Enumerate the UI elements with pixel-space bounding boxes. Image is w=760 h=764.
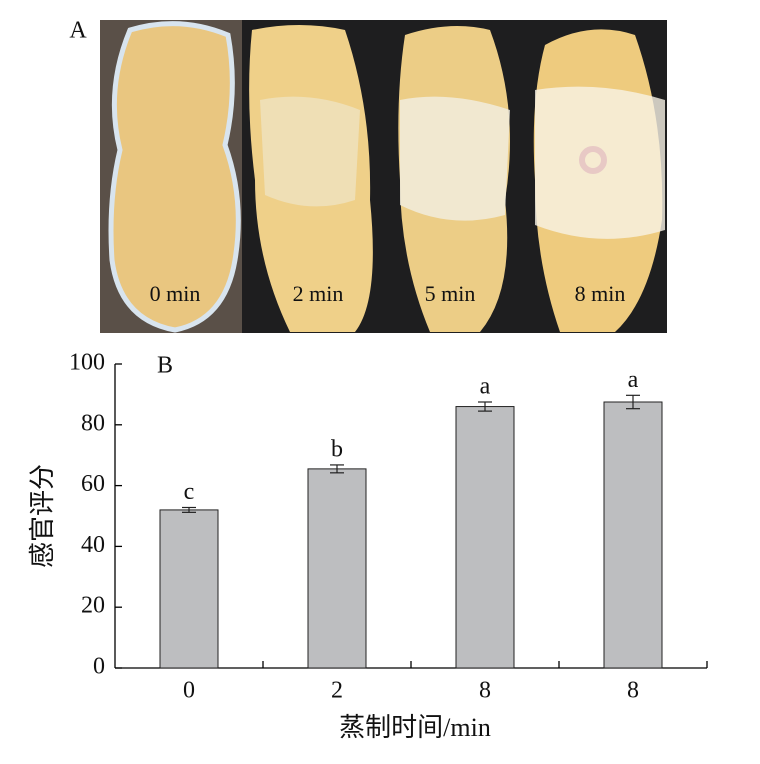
photo: [100, 20, 667, 333]
photo-caption: 8 min: [575, 281, 626, 306]
panel-label: B: [157, 353, 173, 379]
significance-label: c: [184, 479, 195, 505]
x-axis-title: 蒸制时间/min: [339, 713, 491, 742]
photo-caption: 0 min: [150, 281, 201, 306]
photo-caption: 5 min: [425, 281, 476, 306]
x-tick-label: 8: [627, 678, 639, 704]
bar: [455, 406, 515, 669]
photo-caption: 2 min: [293, 281, 344, 306]
x-tick-label: 0: [183, 678, 195, 704]
y-tick-label: 60: [81, 471, 105, 497]
significance-label: b: [331, 436, 343, 462]
bar: [159, 509, 219, 669]
bar: [603, 401, 663, 669]
y-tick-label: 40: [81, 532, 105, 558]
bar: [307, 468, 367, 669]
significance-label: a: [628, 367, 639, 393]
y-tick-label: 20: [81, 593, 105, 619]
x-tick-label: 2: [331, 678, 343, 704]
panel-label: A: [69, 18, 87, 44]
y-tick-label: 100: [69, 350, 105, 376]
y-tick-label: 80: [81, 410, 105, 436]
x-tick-label: 8: [479, 678, 491, 704]
significance-label: a: [480, 374, 491, 400]
y-tick-label: 0: [93, 654, 105, 680]
y-axis-title: 感官评分: [28, 464, 57, 568]
